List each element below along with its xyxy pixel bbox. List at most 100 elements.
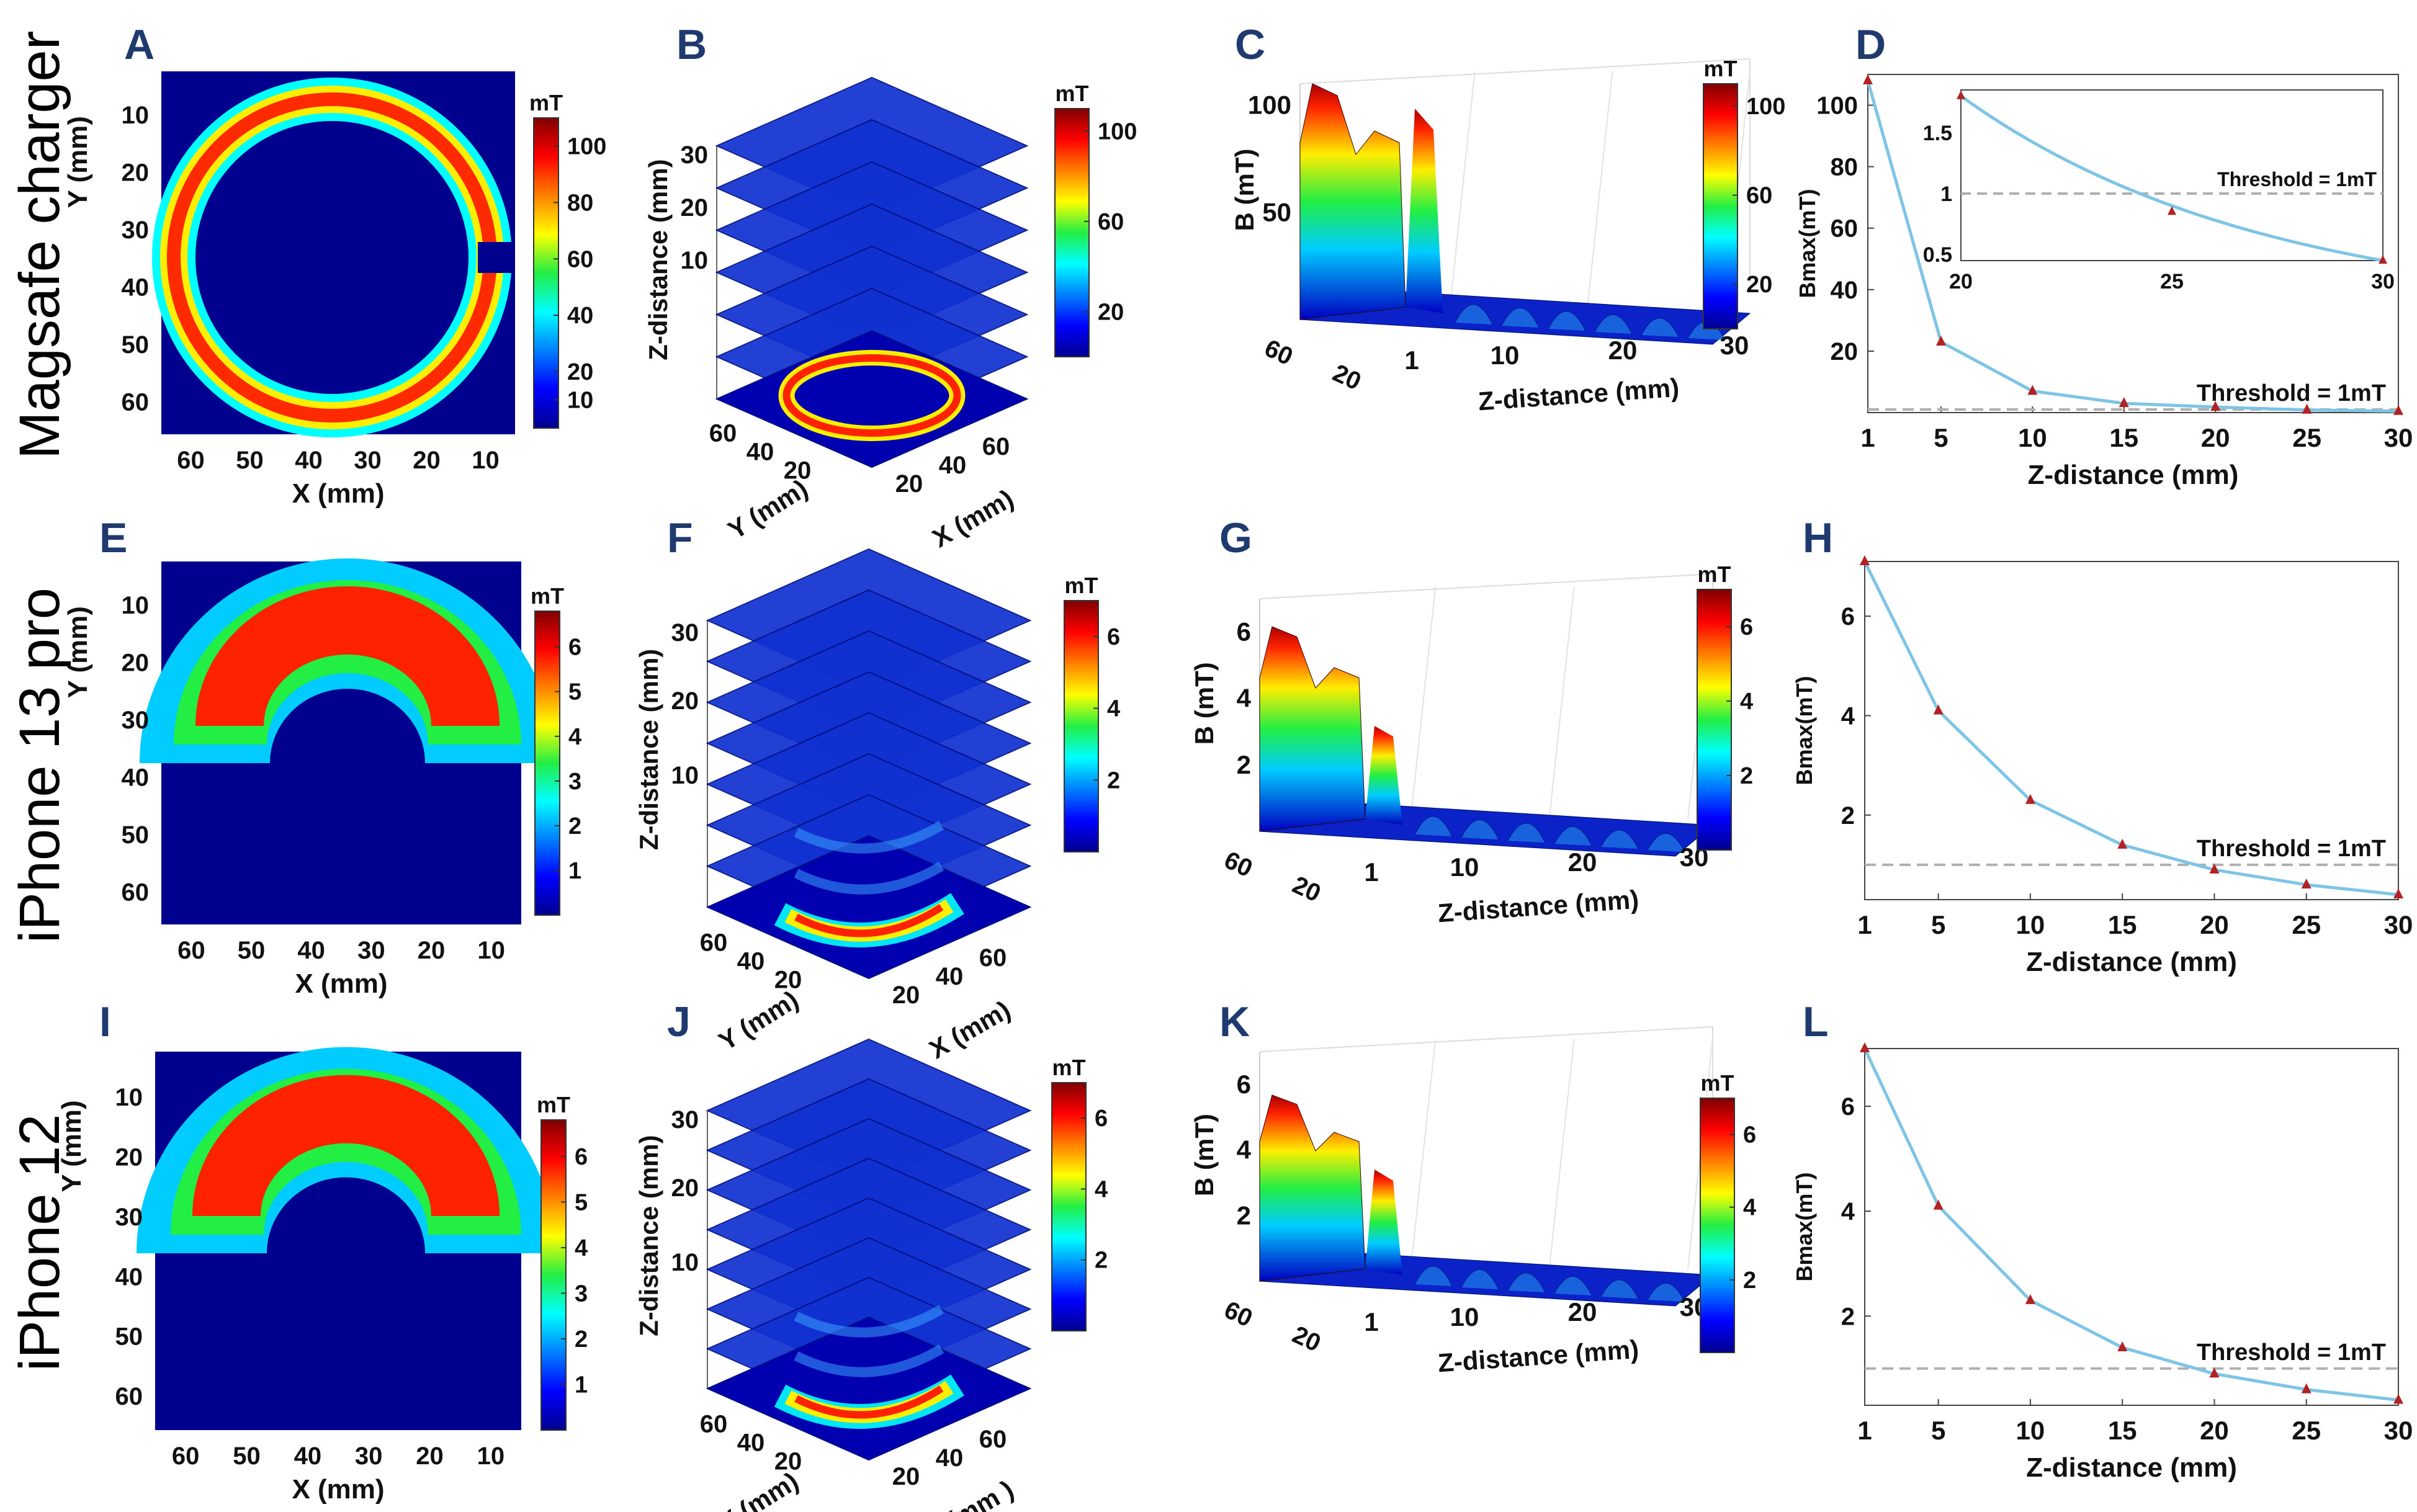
y-tick-label: 60: [122, 879, 150, 906]
x-tick-label: 30: [2384, 423, 2413, 452]
x-axis-label: X (mm): [292, 478, 384, 509]
y-tick-label: 20: [1831, 338, 1859, 365]
y-tick-label: 60: [700, 1410, 728, 1438]
field-arc-peak: [192, 1075, 500, 1217]
slice-plane: [706, 1316, 1032, 1461]
x-tick-label: 40: [936, 963, 964, 990]
data-point: [2027, 385, 2038, 395]
x-axis-label: X (mm): [292, 1474, 384, 1505]
x-tick-label: 20: [892, 1463, 920, 1490]
y-tick-label: 60: [700, 929, 728, 956]
x-tick-label: 5: [1934, 423, 1948, 452]
x-tick-label: 50: [238, 937, 266, 964]
data-point: [2393, 405, 2403, 415]
x-tick-label: 25: [2292, 1416, 2321, 1445]
x-tick-label: 50: [233, 1443, 261, 1470]
slice-field-faint: [794, 1305, 944, 1338]
colorbar-gradient: [1051, 1082, 1087, 1331]
colorbar-tick-label: 4: [1095, 1176, 1108, 1202]
colorbar-J: mT 6 4 2: [1051, 1055, 1108, 1331]
colorbar-tick-label: 1: [568, 858, 581, 884]
x-tick-label: 20: [2200, 1416, 2229, 1445]
surface-ripple: [1600, 830, 1639, 849]
z-tick-label: 20: [671, 1174, 699, 1202]
x-tick-label: 20: [892, 982, 920, 1009]
y-tick-label: 50: [122, 331, 150, 359]
inset-x-tick-label: 30: [2371, 270, 2395, 293]
inset-y-tick-label: 0.5: [1923, 243, 1952, 267]
y-tick-label: 30: [115, 1204, 143, 1231]
colorbar-tick-label: 6: [1107, 624, 1120, 650]
colorbar-tick-label: 6: [1095, 1106, 1108, 1132]
x-tick-label: 10: [2016, 910, 2045, 939]
grid-line: [1259, 1026, 1713, 1052]
axes-I: 60 50 40 30 20 10 10 20 30 40 50 60 X (mm) Y (mm): [56, 1084, 504, 1505]
surface-secondary: [1365, 1170, 1402, 1275]
plot-frame: [1864, 561, 2399, 900]
colorbar-gradient: [1054, 108, 1090, 357]
panel-label-B: B: [676, 21, 707, 68]
slice-field-ring-core: [782, 354, 961, 437]
colorbar-unit: mT: [537, 1092, 570, 1117]
x-tick-label: 10: [472, 447, 500, 474]
y-tick-label: 60: [709, 420, 737, 447]
surface-secondary: [1406, 109, 1443, 313]
slice-field-arc-peak: [794, 903, 944, 937]
x-axis-label: Z-distance (mm): [1437, 1335, 1640, 1378]
field-arc-peak: [195, 586, 500, 727]
inset-x-tick-label: 20: [1949, 270, 1973, 293]
grid-line: [1548, 586, 1575, 820]
y-tick-label: 20: [774, 966, 802, 993]
y-tick-label: 20: [784, 457, 812, 485]
panel-label-F: F: [667, 514, 693, 561]
x-tick-label: 10: [1450, 1302, 1479, 1331]
panel-label-J: J: [667, 998, 691, 1045]
x-tick-label: 60: [979, 944, 1007, 972]
x-tick-label: 1: [1860, 423, 1875, 452]
inset-y-tick-label: 1.5: [1923, 122, 1952, 145]
depth-tick-label: 60: [1220, 846, 1257, 883]
colorbar-tick-label: 6: [1740, 614, 1753, 640]
surface-ripple: [1647, 1282, 1685, 1302]
colorbar-tick-label: 5: [575, 1189, 588, 1215]
y-tick-label: 10: [122, 592, 150, 619]
surface-ripple: [1461, 819, 1499, 840]
colorbar-gradient: [1697, 589, 1732, 851]
panel-label-D: D: [1855, 21, 1886, 68]
colorbar-tick-label: 4: [1740, 689, 1753, 715]
grid-line: [1410, 586, 1437, 820]
data-point: [1933, 1199, 1944, 1210]
surface-ripple: [1507, 1273, 1546, 1293]
y-tick-label: 40: [737, 947, 765, 975]
panel-label-E: E: [99, 514, 127, 561]
colorbar-tick-label: 2: [1095, 1248, 1108, 1274]
colorbar-unit: mT: [531, 583, 564, 609]
panel-label-A: A: [124, 21, 155, 68]
x-tick-label: 20: [2200, 910, 2229, 939]
heatmap-A: [152, 71, 515, 437]
y-tick-label: 30: [122, 217, 150, 244]
inset-data-point: [2379, 255, 2387, 264]
y-tick-label: 6: [1237, 617, 1251, 646]
colorbar-tick-label: 4: [1743, 1195, 1756, 1221]
y-tick-label: 100: [1816, 92, 1858, 120]
x-tick-label: 1: [1404, 346, 1419, 375]
x-tick-label: 50: [236, 447, 264, 474]
y-tick-label: 40: [737, 1429, 765, 1456]
data-point: [2393, 1393, 2403, 1404]
y-axis-label: B (mT): [1190, 662, 1219, 745]
z-tick-label: 10: [671, 762, 699, 789]
colorbar-tick-label: 40: [567, 303, 593, 329]
y-tick-label: 40: [122, 764, 150, 791]
surface-peak: [1299, 83, 1406, 320]
y-tick-label: 60: [122, 388, 150, 416]
x-tick-label: 5: [1931, 1416, 1945, 1445]
z-tick-label: 10: [671, 1249, 699, 1276]
panel-label-K: K: [1219, 998, 1250, 1045]
